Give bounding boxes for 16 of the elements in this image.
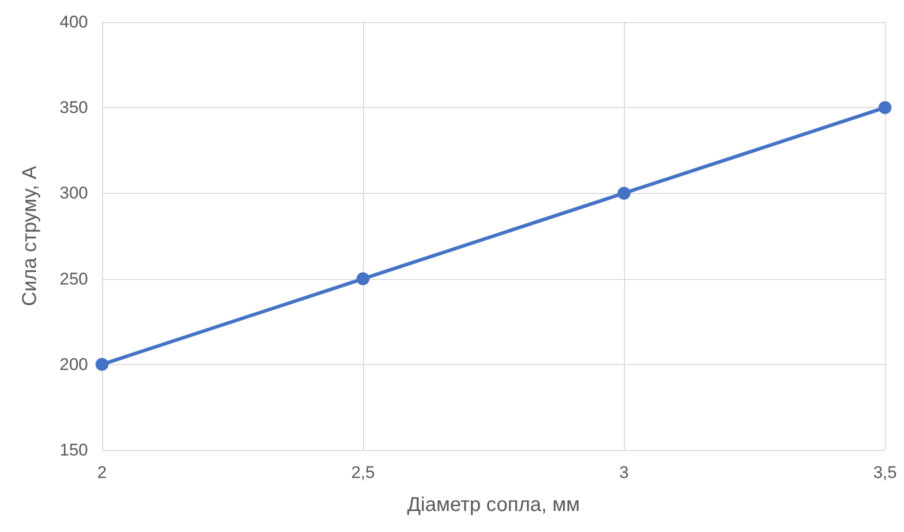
x-tick-label: 3 [619, 463, 629, 482]
y-tick-label: 350 [60, 98, 88, 118]
x-tick-label: 2 [97, 463, 107, 482]
point [356, 272, 370, 286]
x-tick-label: 3,5 [873, 463, 897, 482]
y-axis-title: Сила струму, А [19, 165, 41, 306]
point [96, 358, 108, 371]
point [878, 101, 892, 114]
x-tick-label: 2,5 [351, 463, 375, 482]
y-tick-label: 250 [60, 269, 88, 288]
y-tick-label: 300 [60, 184, 88, 203]
y-tick-label: 150 [60, 440, 88, 460]
y-tick-label: 400 [60, 12, 88, 32]
x-axis-title: Діаметр сопла, мм [407, 494, 580, 516]
y-tick-label: 200 [60, 354, 88, 374]
point [618, 186, 630, 200]
